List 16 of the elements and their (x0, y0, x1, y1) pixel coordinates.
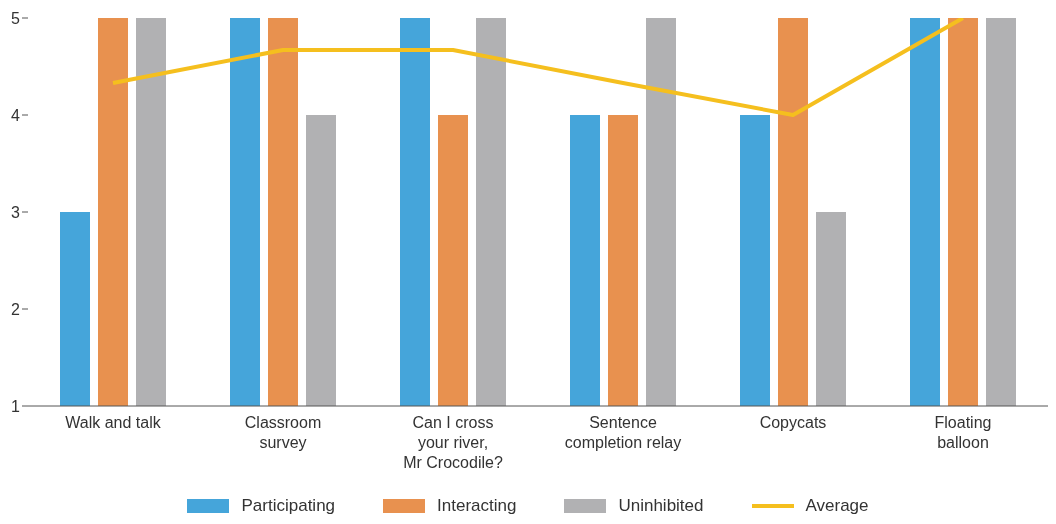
legend-label: Uninhibited (618, 496, 704, 516)
x-tick-label: Floating balloon (934, 414, 992, 451)
x-tick-label: Can I cross your river, Mr Crocodile? (403, 414, 503, 471)
y-tick-label: 4 (11, 106, 21, 124)
x-tick-label: Copycats (759, 414, 827, 431)
x-tick-label: Walk and talk (65, 414, 162, 431)
line-series (111, 18, 965, 117)
x-tick-label: Classroom survey (244, 414, 322, 451)
x-tick-label: Sentence completion relay (564, 414, 682, 451)
y-tick-label: 5 (11, 9, 21, 27)
legend-label: Interacting (437, 496, 517, 516)
y-tick-label: 2 (11, 300, 21, 318)
y-tick-label: 1 (11, 397, 21, 415)
legend-label: Participating (241, 496, 336, 516)
legend-label: Average (805, 496, 869, 516)
y-tick-label: 3 (11, 203, 21, 221)
